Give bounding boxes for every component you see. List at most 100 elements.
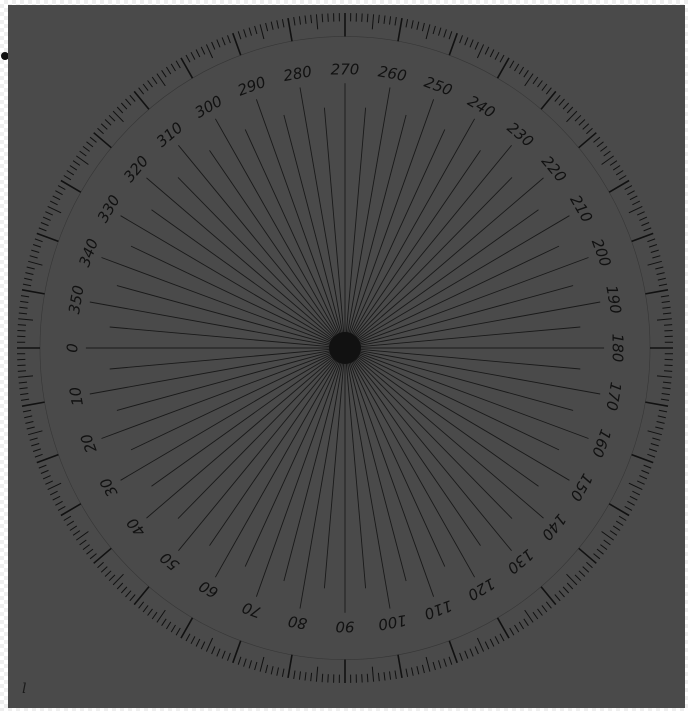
tick-mark (618, 175, 627, 181)
tick-mark (69, 525, 78, 531)
tick-mark (86, 141, 94, 148)
tick-mark (47, 482, 62, 491)
tick-mark (276, 667, 279, 676)
tick-mark (34, 238, 43, 243)
degree-label: 80 (287, 612, 309, 633)
tick-mark (578, 547, 597, 564)
tick-mark (287, 654, 293, 679)
tick-mark (161, 618, 167, 626)
tick-mark (464, 37, 469, 46)
tick-mark (405, 668, 409, 677)
radial-ray (350, 350, 560, 451)
tick-mark (227, 652, 231, 661)
tick-mark (93, 547, 112, 564)
radial-ray (351, 348, 581, 370)
radial-ray (109, 326, 339, 348)
degree-label: 40 (123, 514, 149, 540)
tick-mark (321, 13, 324, 23)
radial-ray (351, 285, 574, 347)
degree-label: 330 (94, 192, 124, 226)
tick-mark (582, 566, 590, 573)
tick-mark (76, 531, 89, 541)
tick-mark (618, 515, 627, 521)
tick-mark (82, 544, 90, 550)
tick-mark (125, 590, 132, 598)
tick-mark (42, 216, 51, 221)
tick-mark (650, 443, 659, 447)
tick-mark (660, 295, 670, 298)
tick-mark (443, 658, 447, 667)
center-hub (329, 332, 361, 364)
tick-mark (125, 98, 132, 106)
tick-mark (195, 638, 201, 647)
tick-mark (416, 21, 420, 30)
tick-mark (608, 503, 630, 517)
tick-mark (18, 381, 28, 384)
tick-mark (554, 594, 561, 602)
tick-mark (469, 648, 474, 657)
tick-mark (76, 155, 89, 165)
radial-ray (151, 209, 340, 345)
tick-mark (586, 127, 593, 135)
degree-label: 350 (65, 284, 88, 315)
tick-mark (36, 232, 59, 243)
tick-mark (629, 195, 638, 201)
radial-ray (351, 301, 601, 348)
tick-mark (133, 90, 150, 110)
tick-mark (537, 80, 543, 88)
degree-label: 240 (464, 92, 498, 122)
tick-mark (489, 638, 495, 647)
tick-mark (532, 76, 539, 85)
tick-mark (321, 673, 324, 683)
tick-mark (79, 150, 87, 157)
tick-mark (558, 98, 565, 106)
tick-mark (86, 548, 94, 555)
tick-mark (443, 29, 447, 38)
tick-mark (627, 500, 635, 506)
tick-mark (281, 19, 285, 28)
tick-mark (361, 674, 363, 683)
tick-mark (394, 670, 397, 679)
tick-mark (662, 312, 672, 315)
tick-mark (211, 41, 216, 50)
degree-label: 220 (538, 152, 570, 186)
tick-mark (32, 448, 42, 452)
radial-ray (351, 349, 589, 439)
tick-mark (469, 39, 474, 48)
tick-mark (112, 573, 124, 586)
tick-mark (22, 409, 32, 413)
tick-mark (259, 24, 265, 40)
degree-label: 20 (77, 431, 100, 455)
tick-mark (66, 520, 75, 526)
tick-mark (20, 393, 29, 396)
degree-label: 160 (588, 427, 615, 460)
tick-mark (254, 661, 258, 671)
tick-mark (40, 469, 49, 474)
tick-mark (97, 127, 104, 135)
tick-mark (377, 672, 380, 682)
radial-ray (349, 177, 544, 345)
tick-mark (383, 672, 386, 681)
radial-ray (345, 354, 391, 609)
radial-ray (347, 353, 475, 578)
protractor-photo: 0 10 20 30 40 50 60 70 80 90 100 110 120 130 140 150 160… (8, 5, 685, 708)
tick-mark (361, 13, 363, 22)
tick-mark (484, 46, 490, 55)
tick-mark (72, 160, 81, 166)
radial-ray (116, 349, 339, 411)
tick-mark (459, 652, 463, 661)
degree-label: 310 (153, 119, 187, 151)
tick-mark (661, 393, 670, 396)
degree-label: 70 (240, 598, 264, 621)
tick-mark (25, 272, 34, 275)
tick-mark (601, 531, 614, 541)
tick-mark (658, 409, 668, 413)
degree-label: 250 (422, 73, 455, 100)
inner-ring (39, 36, 651, 660)
tick-mark (304, 672, 307, 681)
tick-mark (227, 35, 231, 44)
tick-mark (448, 640, 458, 664)
tick-mark (66, 170, 75, 176)
tick-mark (221, 37, 226, 46)
tick-mark (661, 300, 670, 303)
